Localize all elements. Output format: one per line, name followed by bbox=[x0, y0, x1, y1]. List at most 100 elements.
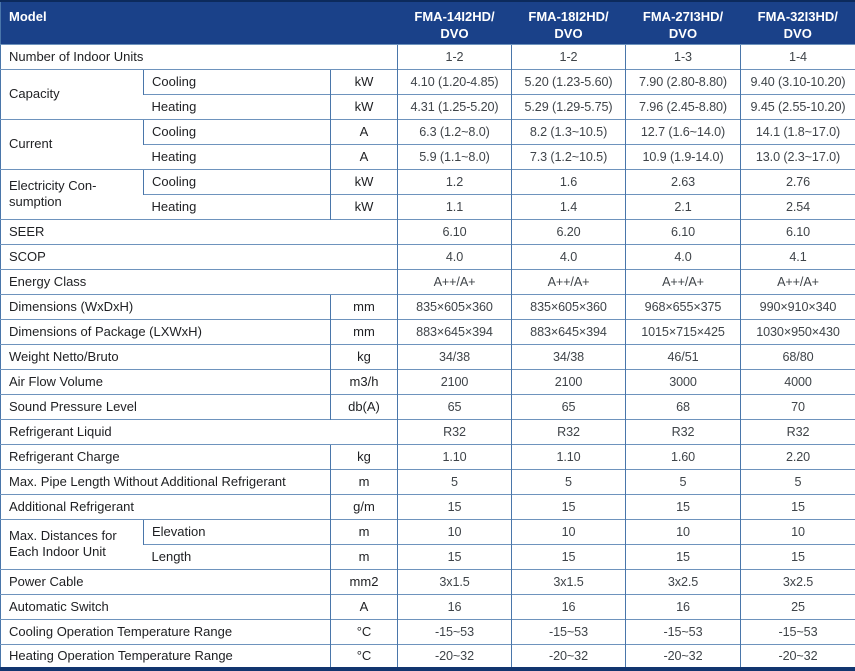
value-cell: 13.0 (2.3~17.0) bbox=[741, 144, 855, 169]
table-row: Cooling Operation Temperature Range °C -… bbox=[1, 619, 855, 644]
value-cell: 15 bbox=[512, 494, 626, 519]
value-cell: R32 bbox=[512, 419, 626, 444]
row-label: Power Cable bbox=[1, 569, 331, 594]
value-cell: 65 bbox=[398, 394, 512, 419]
value-cell: 9.40 (3.10-10.20) bbox=[741, 69, 855, 94]
value-cell: 15 bbox=[626, 544, 741, 569]
value-cell: 6.10 bbox=[741, 219, 855, 244]
unit-cell: kW bbox=[331, 69, 398, 94]
value-cell: 16 bbox=[512, 594, 626, 619]
value-cell: 1.10 bbox=[398, 444, 512, 469]
value-cell: 15 bbox=[398, 544, 512, 569]
row-label: Number of Indoor Units bbox=[1, 44, 398, 69]
row-label: Refrigerant Liquid bbox=[1, 419, 398, 444]
value-cell: R32 bbox=[398, 419, 512, 444]
value-cell: 15 bbox=[626, 494, 741, 519]
value-cell: 34/38 bbox=[512, 344, 626, 369]
value-cell: 2.1 bbox=[626, 194, 741, 219]
value-cell: 7.90 (2.80-8.80) bbox=[626, 69, 741, 94]
value-cell: 1-2 bbox=[512, 44, 626, 69]
value-cell: 8.2 (1.3~10.5) bbox=[512, 119, 626, 144]
unit-cell: m bbox=[331, 469, 398, 494]
row-label: Cooling Operation Temperature Range bbox=[1, 619, 331, 644]
unit-cell: m bbox=[331, 544, 398, 569]
value-cell: 1-4 bbox=[741, 44, 855, 69]
value-cell: -20~32 bbox=[626, 644, 741, 669]
sub-label: Cooling bbox=[144, 69, 331, 94]
unit-cell: kW bbox=[331, 94, 398, 119]
table-row: Power Cable mm2 3x1.5 3x1.5 3x2.5 3x2.5 bbox=[1, 569, 855, 594]
value-cell: 4000 bbox=[741, 369, 855, 394]
unit-cell: kg bbox=[331, 344, 398, 369]
sub-label: Heating bbox=[144, 144, 331, 169]
table-row: Refrigerant Charge kg 1.10 1.10 1.60 2.2… bbox=[1, 444, 855, 469]
unit-cell: db(A) bbox=[331, 394, 398, 419]
value-cell: 4.10 (1.20-4.85) bbox=[398, 69, 512, 94]
value-cell: 10 bbox=[741, 519, 855, 544]
value-cell: 1.2 bbox=[398, 169, 512, 194]
row-label: Dimensions of Package (LXWxH) bbox=[1, 319, 331, 344]
value-cell: 4.0 bbox=[512, 244, 626, 269]
table-row: Electricity Con-sumption Cooling kW 1.2 … bbox=[1, 169, 855, 194]
unit-cell: A bbox=[331, 119, 398, 144]
value-cell: 10 bbox=[626, 519, 741, 544]
unit-cell: A bbox=[331, 144, 398, 169]
value-cell: A++/A+ bbox=[741, 269, 855, 294]
row-label: Dimensions (WxDxH) bbox=[1, 294, 331, 319]
value-cell: 68 bbox=[626, 394, 741, 419]
value-cell: 6.10 bbox=[398, 219, 512, 244]
value-cell: 4.1 bbox=[741, 244, 855, 269]
column-header-fma-18i2hd: FMA-18I2HD/ DVO bbox=[512, 1, 626, 44]
value-cell: 15 bbox=[741, 494, 855, 519]
value-cell: 5.29 (1.29-5.75) bbox=[512, 94, 626, 119]
value-cell: 2100 bbox=[512, 369, 626, 394]
value-cell: 6.20 bbox=[512, 219, 626, 244]
value-cell: 1.60 bbox=[626, 444, 741, 469]
unit-cell: °C bbox=[331, 644, 398, 669]
sub-label: Cooling bbox=[144, 119, 331, 144]
value-cell: 968×655×375 bbox=[626, 294, 741, 319]
table-row: Number of Indoor Units 1-2 1-2 1-3 1-4 bbox=[1, 44, 855, 69]
row-label: Additional Refrigerant bbox=[1, 494, 331, 519]
value-cell: 6.3 (1.2~8.0) bbox=[398, 119, 512, 144]
value-cell: 16 bbox=[398, 594, 512, 619]
value-cell: 883×645×394 bbox=[398, 319, 512, 344]
table-row: Automatic Switch A 16 16 16 25 bbox=[1, 594, 855, 619]
value-cell: 10.9 (1.9-14.0) bbox=[626, 144, 741, 169]
row-label: Weight Netto/Bruto bbox=[1, 344, 331, 369]
column-header-fma-27i3hd: FMA-27I3HD/ DVO bbox=[626, 1, 741, 44]
value-cell: 5 bbox=[626, 469, 741, 494]
value-cell: 1.6 bbox=[512, 169, 626, 194]
value-cell: 3x2.5 bbox=[626, 569, 741, 594]
value-cell: 990×910×340 bbox=[741, 294, 855, 319]
unit-cell: mm2 bbox=[331, 569, 398, 594]
value-cell: 4.0 bbox=[626, 244, 741, 269]
value-cell: 65 bbox=[512, 394, 626, 419]
value-cell: 25 bbox=[741, 594, 855, 619]
unit-cell: m3/h bbox=[331, 369, 398, 394]
value-cell: 883×645×394 bbox=[512, 319, 626, 344]
value-cell: 5.9 (1.1~8.0) bbox=[398, 144, 512, 169]
value-cell: 3x2.5 bbox=[741, 569, 855, 594]
table-row: Heating Operation Temperature Range °C -… bbox=[1, 644, 855, 669]
value-cell: 1-3 bbox=[626, 44, 741, 69]
row-label: SEER bbox=[1, 219, 398, 244]
value-cell: 14.1 (1.8~17.0) bbox=[741, 119, 855, 144]
row-label: Current bbox=[1, 119, 144, 169]
sub-label: Elevation bbox=[144, 519, 331, 544]
row-label: Sound Pressure Level bbox=[1, 394, 331, 419]
row-label: Automatic Switch bbox=[1, 594, 331, 619]
value-cell: -20~32 bbox=[741, 644, 855, 669]
value-cell: 1030×950×430 bbox=[741, 319, 855, 344]
table-row: Energy Class A++/A+ A++/A+ A++/A+ A++/A+ bbox=[1, 269, 855, 294]
table-row: Max. Pipe Length Without Additional Refr… bbox=[1, 469, 855, 494]
value-cell: 5 bbox=[741, 469, 855, 494]
value-cell: -15~53 bbox=[626, 619, 741, 644]
value-cell: 5 bbox=[512, 469, 626, 494]
value-cell: 15 bbox=[398, 494, 512, 519]
value-cell: 12.7 (1.6~14.0) bbox=[626, 119, 741, 144]
value-cell: 1-2 bbox=[398, 44, 512, 69]
value-cell: 9.45 (2.55-10.20) bbox=[741, 94, 855, 119]
table-row: SEER 6.10 6.20 6.10 6.10 bbox=[1, 219, 855, 244]
